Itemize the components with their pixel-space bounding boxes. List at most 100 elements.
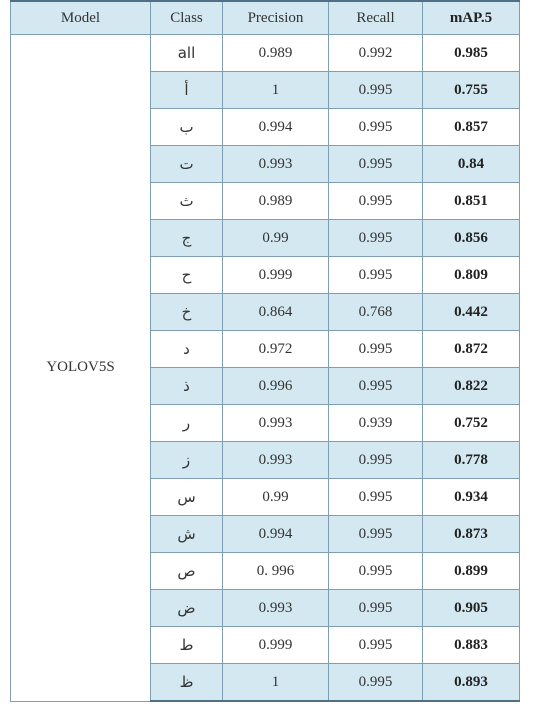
map-cell: 0.934 (422, 478, 520, 516)
map-cell: 0.809 (422, 256, 520, 294)
table-header: Model Class Precision Recall mAP.5 (10, 0, 520, 35)
precision-cell: 0.999 (222, 256, 329, 294)
precision-cell: 0.99 (222, 219, 329, 257)
class-cell: ش (150, 515, 223, 553)
header-map: mAP.5 (422, 0, 520, 35)
table-row: أ 1 0.995 0.755 (11, 71, 520, 109)
class-cell: س (150, 478, 223, 516)
precision-cell: 0.993 (222, 145, 329, 183)
model-name-cell: YOLOV5S (10, 34, 151, 702)
table-row: ش 0.994 0.995 0.873 (11, 515, 520, 553)
table-row: ت 0.993 0.995 0.84 (11, 145, 520, 183)
table-row: ظ 1 0.995 0.893 (11, 663, 520, 702)
map-cell: 0.872 (422, 330, 520, 368)
class-cell: ب (150, 108, 223, 146)
table-row: ز 0.993 0.995 0.778 (11, 441, 520, 479)
class-cell: ر (150, 404, 223, 442)
class-cell: ت (150, 145, 223, 183)
table-row: ر 0.993 0.939 0.752 (11, 404, 520, 442)
precision-cell: 0.989 (222, 182, 329, 220)
map-cell: 0.985 (422, 34, 520, 72)
precision-cell: 0.864 (222, 293, 329, 331)
table-row: ح 0.999 0.995 0.809 (11, 256, 520, 294)
precision-cell: 0.996 (222, 367, 329, 405)
recall-cell: 0.995 (328, 589, 423, 627)
recall-cell: 0.768 (328, 293, 423, 331)
map-cell: 0.822 (422, 367, 520, 405)
class-cell: all (150, 34, 223, 72)
map-cell: 0.857 (422, 108, 520, 146)
recall-cell: 0.995 (328, 182, 423, 220)
map-cell: 0.752 (422, 404, 520, 442)
class-cell: ض (150, 589, 223, 627)
table-row: س 0.99 0.995 0.934 (11, 478, 520, 516)
precision-cell: 0.993 (222, 404, 329, 442)
recall-cell: 0.995 (328, 552, 423, 590)
map-cell: 0.905 (422, 589, 520, 627)
results-table: Model Class Precision Recall mAP.5 YOLOV… (10, 0, 520, 702)
class-cell: ظ (150, 663, 223, 702)
class-cell: ث (150, 182, 223, 220)
class-cell: د (150, 330, 223, 368)
map-cell: 0.893 (422, 663, 520, 702)
recall-cell: 0.995 (328, 663, 423, 702)
map-cell: 0.856 (422, 219, 520, 257)
table-row: ص 0. 996 0.995 0.899 (11, 552, 520, 590)
table-row: ج 0.99 0.995 0.856 (11, 219, 520, 257)
map-cell: 0.899 (422, 552, 520, 590)
precision-cell: 0.972 (222, 330, 329, 368)
recall-cell: 0.992 (328, 34, 423, 72)
class-cell: ح (150, 256, 223, 294)
class-cell: خ (150, 293, 223, 331)
map-cell: 0.755 (422, 71, 520, 109)
table-row: ث 0.989 0.995 0.851 (11, 182, 520, 220)
results-table-container: Model Class Precision Recall mAP.5 YOLOV… (10, 0, 520, 702)
precision-cell: 0.989 (222, 34, 329, 72)
map-cell: 0.442 (422, 293, 520, 331)
recall-cell: 0.995 (328, 219, 423, 257)
recall-cell: 0.995 (328, 256, 423, 294)
recall-cell: 0.939 (328, 404, 423, 442)
precision-cell: 1 (222, 663, 329, 702)
class-cell: ص (150, 552, 223, 590)
recall-cell: 0.995 (328, 330, 423, 368)
recall-cell: 0.995 (328, 441, 423, 479)
header-class: Class (150, 0, 223, 35)
recall-cell: 0.995 (328, 515, 423, 553)
table-row: YOLOV5S all 0.989 0.992 0.985 (10, 34, 520, 702)
precision-cell: 0.993 (222, 589, 329, 627)
recall-cell: 0.995 (328, 626, 423, 664)
precision-cell: 0.99 (222, 478, 329, 516)
table-row: د 0.972 0.995 0.872 (11, 330, 520, 368)
header-precision: Precision (222, 0, 329, 35)
table-body: YOLOV5S all 0.989 0.992 0.985 أ 1 0.995 0.755 ب 0.… (10, 34, 520, 702)
header-row: Model Class Precision Recall mAP.5 (10, 0, 520, 35)
recall-cell: 0.995 (328, 108, 423, 146)
map-cell: 0.84 (422, 145, 520, 183)
class-cell: أ (150, 71, 223, 109)
precision-cell: 1 (222, 71, 329, 109)
table-row: ذ 0.996 0.995 0.822 (11, 367, 520, 405)
map-cell: 0.778 (422, 441, 520, 479)
table-row: خ 0.864 0.768 0.442 (11, 293, 520, 331)
map-cell: 0.883 (422, 626, 520, 664)
recall-cell: 0.995 (328, 478, 423, 516)
header-model: Model (10, 0, 151, 35)
precision-cell: 0.994 (222, 108, 329, 146)
precision-cell: 0. 996 (222, 552, 329, 590)
header-recall: Recall (328, 0, 423, 35)
table-row: ب 0.994 0.995 0.857 (11, 108, 520, 146)
class-cell: ذ (150, 367, 223, 405)
map-cell: 0.851 (422, 182, 520, 220)
recall-cell: 0.995 (328, 71, 423, 109)
class-cell: ز (150, 441, 223, 479)
table-row: ط 0.999 0.995 0.883 (11, 626, 520, 664)
precision-cell: 0.993 (222, 441, 329, 479)
recall-cell: 0.995 (328, 145, 423, 183)
class-cell: ج (150, 219, 223, 257)
precision-cell: 0.999 (222, 626, 329, 664)
map-cell: 0.873 (422, 515, 520, 553)
precision-cell: 0.994 (222, 515, 329, 553)
recall-cell: 0.995 (328, 367, 423, 405)
class-cell: ط (150, 626, 223, 664)
